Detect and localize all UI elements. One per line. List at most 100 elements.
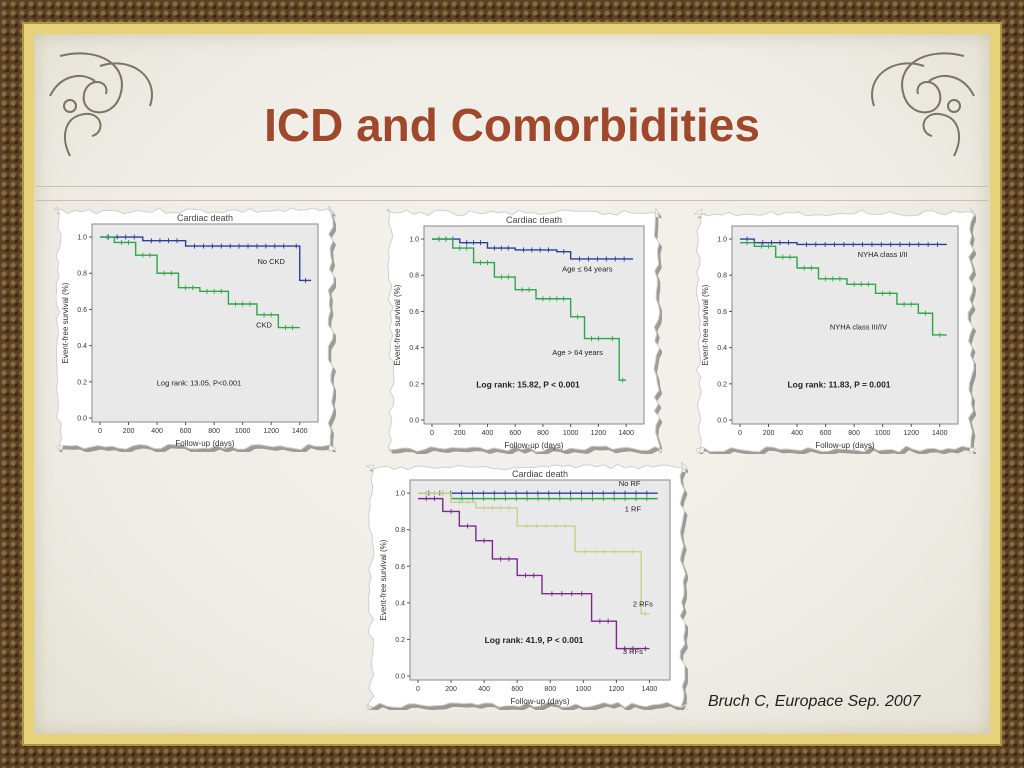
chart-nyha: 0.0 0.2 0.4 0.6 0.8 1.0 0 200 400 600 800 1000 1200 1…	[692, 207, 979, 458]
x-tick-label: 1400	[932, 430, 948, 437]
x-tick-label: 1000	[576, 686, 592, 693]
x-tick-label: 1400	[642, 686, 658, 693]
chart-title: Cardiac death	[512, 469, 568, 479]
series-label: No CKD	[257, 257, 285, 266]
chart-panel-risk-factors: Cardiac death 0.0 0.2 0.4 0.6 0.8 1.0 0 200 400 60…	[364, 461, 691, 714]
y-tick-label: 1.0	[717, 237, 727, 244]
x-tick-label: 600	[180, 428, 192, 435]
y-tick-label: 0.6	[717, 309, 727, 316]
series-label: Age ≤ 64 years	[562, 265, 613, 274]
series-label: 1 RF	[625, 504, 642, 513]
series-label: NYHA class I/II	[858, 250, 908, 259]
y-tick-label: 0.0	[77, 416, 87, 423]
x-tick-label: 400	[791, 430, 803, 437]
flourish-right-icon	[871, 52, 975, 157]
x-tick-label: 800	[848, 430, 860, 437]
series-label: Age > 64 years	[552, 348, 603, 357]
chart-age: Cardiac death 0.0 0.2 0.4 0.6 0.8 1.0 0 200 400 60…	[384, 206, 665, 458]
flourish-left-icon	[49, 52, 153, 157]
series-line	[740, 241, 947, 336]
chart-risk-factors: Cardiac death 0.0 0.2 0.4 0.6 0.8 1.0 0 200 400 60…	[364, 461, 691, 714]
y-tick-label: 0.2	[77, 379, 87, 386]
y-tick-label: 0.0	[717, 418, 727, 425]
title-divider	[36, 186, 988, 187]
x-tick-label: 1200	[591, 430, 607, 437]
series-line	[100, 236, 312, 282]
series-line	[418, 492, 650, 615]
y-tick-label: 0.8	[717, 273, 727, 280]
chart-title: Cardiac death	[506, 215, 562, 225]
y-tick-label: 0.0	[395, 674, 405, 681]
x-tick-label: 1000	[235, 428, 251, 435]
y-tick-label: 0.0	[409, 418, 419, 425]
x-tick-label: 400	[478, 686, 490, 693]
x-tick-label: 200	[123, 428, 135, 435]
x-tick-label: 0	[98, 428, 102, 435]
x-tick-label: 0	[430, 430, 434, 437]
x-tick-label: 200	[454, 430, 466, 437]
x-tick-label: 600	[820, 430, 832, 437]
x-tick-label: 1000	[563, 430, 579, 437]
y-axis-label: Event-free survival (%)	[701, 284, 710, 365]
x-tick-label: 1200	[609, 686, 625, 693]
x-axis-label: Follow-up (days)	[815, 441, 874, 450]
y-tick-label: 0.8	[409, 273, 419, 280]
y-tick-label: 1.0	[77, 235, 87, 242]
series-line	[418, 497, 650, 650]
y-tick-label: 0.4	[409, 345, 419, 352]
x-tick-label: 600	[511, 686, 523, 693]
y-tick-label: 0.8	[395, 527, 405, 534]
y-tick-label: 1.0	[409, 237, 419, 244]
y-tick-label: 0.2	[395, 637, 405, 644]
series-label: CKD	[256, 321, 272, 330]
x-tick-label: 1400	[618, 430, 634, 437]
y-tick-label: 1.0	[395, 491, 405, 498]
plot-area	[731, 225, 959, 425]
y-tick-label: 0.4	[395, 600, 405, 607]
plot-area	[423, 225, 645, 425]
x-tick-label: 1200	[903, 430, 919, 437]
x-axis-label: Follow-up (days)	[504, 441, 563, 450]
x-tick-label: 200	[763, 430, 775, 437]
chart-title: Cardiac death	[177, 213, 233, 223]
plot-area	[91, 223, 319, 423]
x-tick-label: 400	[482, 430, 494, 437]
y-tick-label: 0.2	[717, 381, 727, 388]
series-line	[100, 236, 300, 329]
chart-ckd: Cardiac death 0.0 0.2 0.4 0.6 0.8 1.0 0 200 400 60…	[52, 205, 339, 456]
x-tick-label: 800	[208, 428, 220, 435]
y-tick-label: 0.6	[409, 309, 419, 316]
series-label: No RF	[619, 479, 641, 488]
x-tick-label: 400	[151, 428, 163, 435]
citation: Bruch C, Europace Sep. 2007	[708, 693, 921, 710]
y-axis-label: Event-free survival (%)	[393, 284, 402, 365]
y-tick-label: 0.6	[77, 307, 87, 314]
slide-title: ICD and Comorbidities	[264, 99, 760, 151]
series-label: 3 RFs	[623, 647, 643, 656]
y-tick-label: 0.2	[409, 381, 419, 388]
y-tick-label: 0.4	[717, 345, 727, 352]
series-label: 2 RFs	[633, 600, 653, 609]
x-tick-label: 1200	[263, 428, 279, 435]
x-axis-label: Follow-up (days)	[510, 697, 569, 706]
y-tick-label: 0.8	[77, 271, 87, 278]
series-label: NYHA class III/IV	[830, 323, 887, 332]
chart-panel-nyha: 0.0 0.2 0.4 0.6 0.8 1.0 0 200 400 600 800 1000 1200 1…	[692, 207, 979, 458]
y-axis-label: Event-free survival (%)	[379, 539, 388, 620]
series-line	[740, 238, 947, 246]
series-line	[432, 238, 634, 260]
x-tick-label: 800	[537, 430, 549, 437]
chart-panel-age: Cardiac death 0.0 0.2 0.4 0.6 0.8 1.0 0 200 400 60…	[384, 206, 665, 458]
chart-panel-ckd: Cardiac death 0.0 0.2 0.4 0.6 0.8 1.0 0 200 400 60…	[52, 205, 339, 456]
log-rank-annotation: Log rank: 11.83, P = 0.001	[787, 379, 890, 389]
x-tick-label: 1000	[875, 430, 891, 437]
y-tick-label: 0.4	[77, 343, 87, 350]
log-rank-annotation: Log rank: 41.9, P < 0.001	[485, 635, 584, 645]
plot-area	[409, 479, 671, 681]
title-divider-lower	[36, 200, 988, 201]
x-tick-label: 800	[544, 686, 556, 693]
x-tick-label: 0	[416, 686, 420, 693]
log-rank-annotation: Log rank: 13.05, P<0.001	[157, 378, 241, 387]
y-axis-label: Event-free survival (%)	[61, 282, 70, 363]
y-tick-label: 0.6	[395, 564, 405, 571]
